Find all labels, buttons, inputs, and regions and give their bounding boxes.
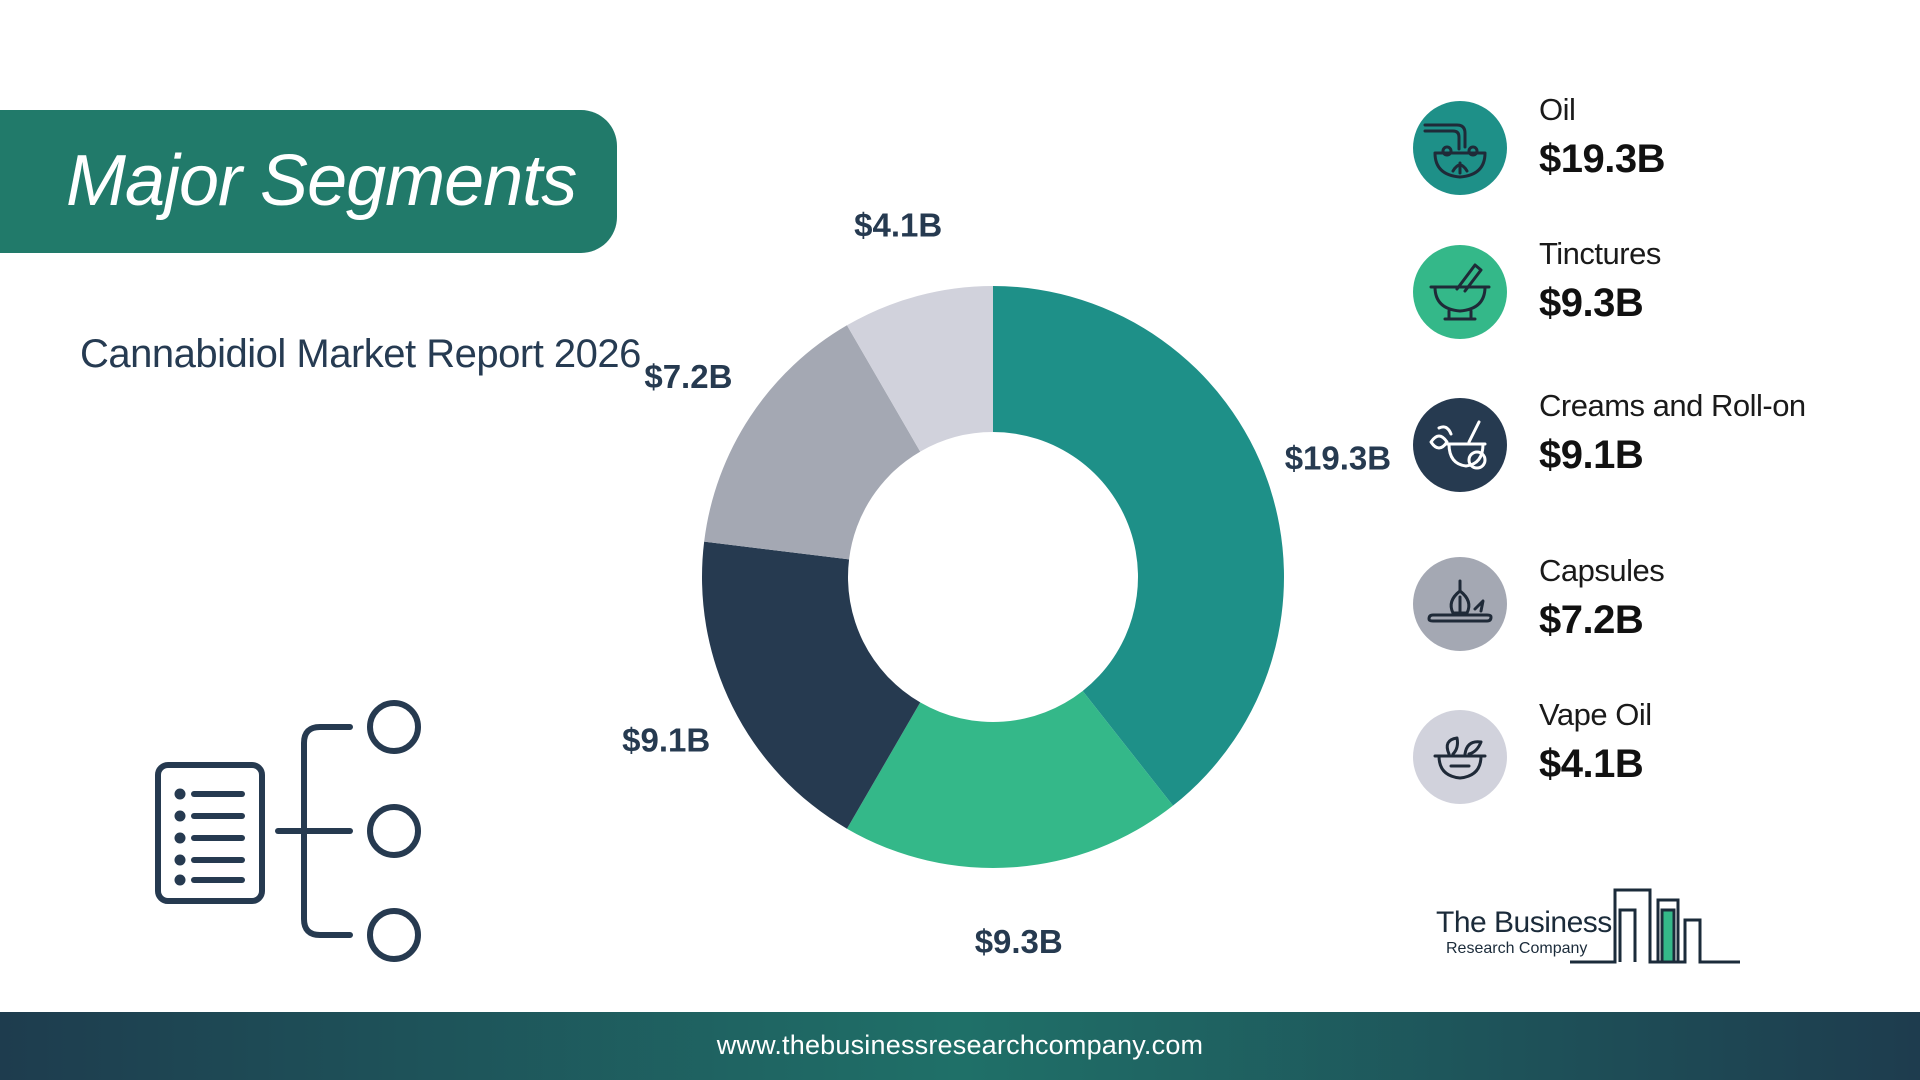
donut-slice-creams-and-roll-on (702, 541, 921, 829)
legend-name-creams: Creams and Roll-on (1539, 388, 1806, 423)
logo-text-main: The Business (1436, 906, 1612, 939)
logo-bars-icon (1570, 888, 1740, 964)
footer-bar: www.thebusinessresearchcompany.com (0, 1012, 1920, 1080)
donut-slice-vape-oil (846, 286, 993, 452)
garlic-board-icon (1413, 557, 1507, 651)
logo-text-sub: Research Company (1446, 940, 1588, 957)
report-subtitle: Cannabidiol Market Report 2026 (80, 332, 641, 376)
donut-slice-capsules (704, 325, 921, 560)
slice-label-tinctures: $9.3B (975, 923, 1063, 960)
company-logo: The Business Research Company (1430, 870, 1750, 970)
slice-label-creams-and-roll-on: $9.1B (622, 722, 710, 759)
legend-value-capsules: $7.2B (1539, 598, 1644, 642)
page-title: Major Segments (66, 141, 577, 221)
legend-name-vape-oil: Vape Oil (1539, 697, 1652, 732)
donut-slice-tinctures (846, 690, 1173, 868)
legend-value-oil: $19.3B (1539, 137, 1665, 181)
legend-name-tinctures: Tinctures (1539, 236, 1661, 271)
donut-chart: $19.3B $9.3B $9.1B $7.2B $4.1B (622, 207, 1391, 961)
segments-tree-icon (155, 700, 421, 962)
oil-bowl-icon (1413, 101, 1507, 195)
slice-label-capsules: $7.2B (644, 358, 732, 395)
slice-label-vape-oil: $4.1B (854, 207, 942, 244)
legend-value-tinctures: $9.3B (1539, 281, 1644, 325)
mortar-pestle-icon (1413, 245, 1507, 339)
herb-bowl-icon (1413, 710, 1507, 804)
slice-label-oil: $19.3B (1285, 440, 1391, 477)
legend-name-oil: Oil (1539, 92, 1576, 127)
legend-value-vape-oil: $4.1B (1539, 742, 1644, 786)
herb-mortar-icon (1413, 398, 1507, 492)
legend-name-capsules: Capsules (1539, 553, 1665, 588)
footer-url[interactable]: www.thebusinessresearchcompany.com (716, 1030, 1204, 1060)
legend-value-creams: $9.1B (1539, 433, 1644, 477)
title-banner: Major Segments (0, 110, 617, 253)
donut-slice-oil (993, 286, 1284, 806)
